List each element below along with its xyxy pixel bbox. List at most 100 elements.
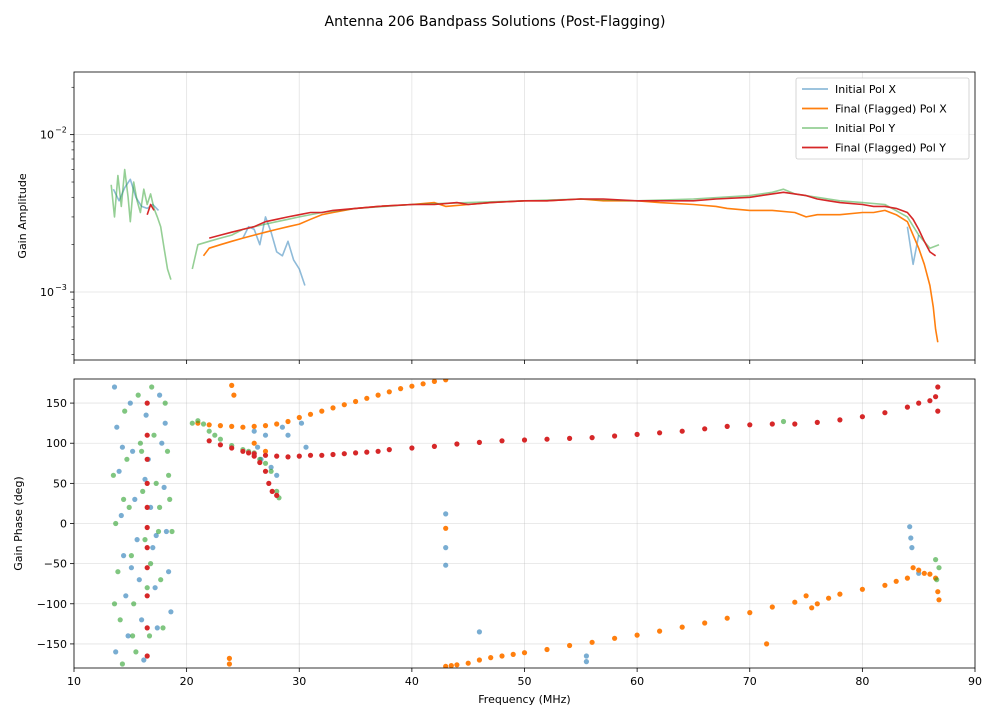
phase-point-series-0 (268, 464, 274, 470)
amplitude-series-line-3 (208, 191, 937, 257)
x-tick-label: 10 (67, 675, 81, 688)
phase-point-series-1 (544, 646, 550, 653)
phase-point-series-3 (499, 438, 505, 444)
figure-title: Antenna 206 Bandpass Solutions (Post-Fla… (325, 14, 666, 30)
phase-point-series-0 (166, 569, 172, 575)
phase-point-series-0 (134, 537, 140, 543)
phase-point-series-2 (142, 537, 148, 543)
phase-point-series-0 (908, 535, 914, 541)
amplitude-series-line-0 (242, 216, 306, 286)
phase-point-series-3 (262, 468, 269, 474)
phase-point-series-3 (144, 653, 150, 659)
phase-point-series-0 (153, 532, 159, 539)
phase-point-series-1 (448, 663, 454, 668)
phase-point-series-1 (747, 610, 753, 616)
phase-point-series-3 (837, 417, 843, 423)
phase-point-series-3 (353, 450, 359, 456)
phase-point-series-3 (246, 450, 252, 456)
phase-point-series-3 (251, 453, 257, 459)
phase-point-series-0 (154, 625, 160, 631)
phase-point-series-3 (454, 441, 460, 447)
phase-point-series-0 (251, 428, 257, 434)
phase-point-series-2 (167, 496, 173, 502)
phase-point-series-0 (119, 444, 125, 450)
phase-point-series-1 (226, 661, 232, 667)
phase-point-series-0 (255, 444, 261, 450)
phase-point-series-1 (904, 575, 911, 581)
phase-point-series-3 (724, 423, 730, 429)
phase-point-series-1 (251, 440, 257, 446)
phase-point-series-1 (262, 423, 269, 429)
phase-point-series-3 (144, 545, 150, 551)
phase-point-series-1 (296, 414, 302, 421)
phase-point-series-1 (330, 405, 336, 411)
amplitude-y-axis-label: Gain Amplitude (16, 173, 29, 258)
phase-point-series-3 (409, 445, 415, 451)
phase-point-series-2 (195, 418, 201, 424)
phase-point-series-3 (285, 454, 291, 460)
phase-point-series-0 (123, 593, 129, 599)
legend-label: Initial Pol X (835, 83, 896, 96)
phase-point-series-1 (910, 565, 916, 571)
phase-point-series-2 (268, 468, 274, 474)
phase-point-series-1 (285, 418, 291, 425)
phase-point-series-1 (454, 662, 460, 668)
phase-point-series-3 (589, 435, 595, 441)
phase-point-series-3 (657, 430, 663, 436)
amplitude-series-line-3 (146, 203, 155, 215)
phase-point-series-0 (130, 448, 136, 454)
phase-point-series-1 (837, 591, 843, 597)
legend-label: Final (Flagged) Pol X (835, 103, 947, 116)
phase-point-series-2 (262, 460, 269, 466)
amplitude-y-tick-exponent: −2 (55, 126, 67, 135)
phase-point-series-3 (792, 421, 798, 427)
phase-point-series-0 (298, 420, 305, 426)
phase-point-series-1 (226, 655, 232, 662)
phase-point-series-2 (130, 633, 136, 639)
phase-point-series-2 (135, 392, 141, 398)
phase-point-series-3 (274, 453, 280, 459)
phase-point-series-3 (882, 410, 888, 416)
x-tick-label: 50 (518, 675, 532, 688)
phase-point-series-1 (567, 642, 573, 649)
phase-point-series-0 (116, 468, 122, 474)
phase-point-series-3 (269, 488, 275, 494)
phase-point-series-2 (111, 601, 118, 607)
phase-point-series-3 (274, 492, 280, 498)
phase-point-series-3 (144, 504, 150, 510)
phase-y-axis-label: Gain Phase (deg) (12, 476, 25, 570)
phase-y-tick-label: 150 (46, 397, 67, 410)
phase-point-series-1 (935, 589, 941, 595)
phase-point-series-1 (488, 655, 494, 661)
phase-point-series-2 (148, 561, 154, 567)
phase-point-series-3 (521, 437, 528, 443)
phase-point-series-1 (657, 628, 663, 634)
phase-point-series-0 (114, 424, 120, 430)
phase-point-series-3 (364, 449, 370, 455)
phase-point-series-1 (510, 651, 516, 658)
phase-point-series-3 (814, 419, 820, 425)
phase-point-series-3 (229, 445, 235, 451)
phase-point-series-2 (934, 577, 940, 583)
phase-point-series-0 (141, 657, 147, 663)
phase-point-series-2 (936, 565, 942, 571)
phase-point-series-1 (589, 639, 595, 645)
phase-point-series-1 (921, 570, 927, 576)
phase-point-series-2 (139, 448, 145, 454)
phase-point-series-0 (143, 412, 149, 418)
phase-point-series-3 (747, 422, 753, 428)
phase-point-series-2 (128, 553, 134, 559)
phase-point-series-3 (544, 436, 550, 442)
phase-point-series-3 (144, 432, 150, 438)
phase-point-series-2 (113, 520, 119, 527)
phase-point-series-1 (792, 599, 798, 605)
phase-point-series-0 (157, 392, 163, 398)
phase-point-series-2 (153, 480, 159, 486)
phase-point-series-0 (476, 629, 482, 635)
phase-point-series-3 (262, 452, 269, 458)
phase-point-series-1 (206, 422, 212, 428)
amplitude-series-line-2 (110, 168, 172, 280)
phase-point-series-0 (303, 444, 309, 450)
phase-point-series-2 (133, 649, 139, 655)
phase-point-series-3 (933, 394, 939, 400)
